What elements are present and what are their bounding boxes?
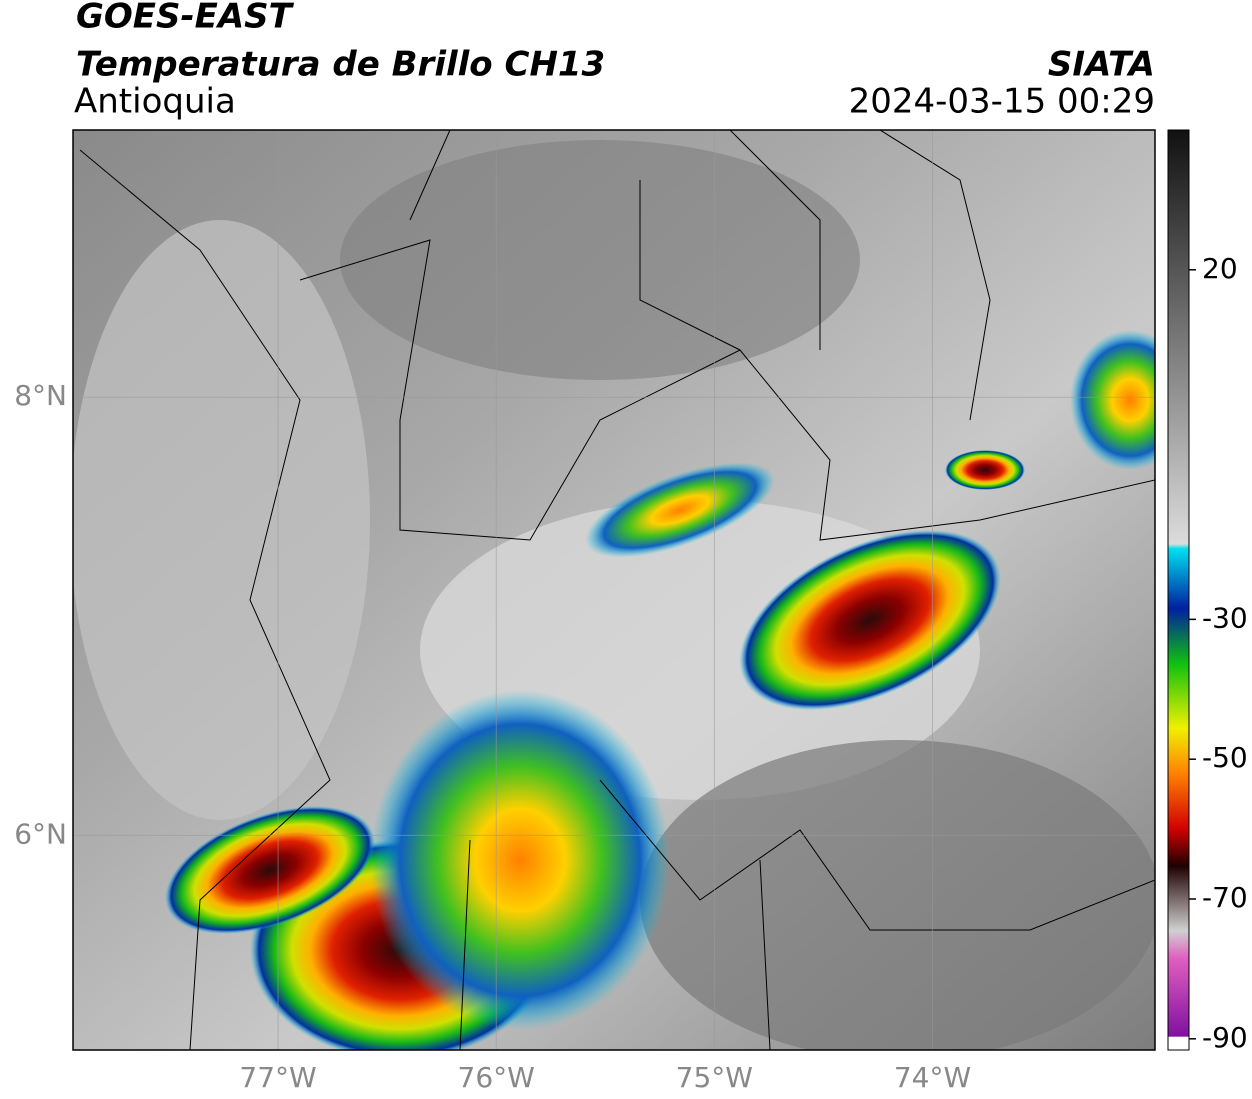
colorbar: [1167, 129, 1190, 1051]
colorbar-tick-label: -70: [1202, 881, 1248, 914]
satellite-title: GOES-EAST: [76, 0, 295, 37]
map-frame: [72, 129, 1156, 1051]
lon-tick-label: 77°W: [239, 1061, 316, 1094]
source-label: SIATA: [1048, 45, 1155, 85]
lat-tick-label: 6°N: [14, 817, 67, 850]
lon-tick-label: 74°W: [894, 1061, 971, 1094]
lon-tick-label: 76°W: [458, 1061, 535, 1094]
lat-tick-label: 8°N: [14, 379, 67, 412]
colorbar-tick-label: -30: [1202, 601, 1248, 634]
region-label: Antioquia: [74, 82, 236, 122]
colorbar-tick-label: -90: [1202, 1021, 1248, 1054]
colorbar-tick-label: 20: [1202, 252, 1238, 285]
graticule: [73, 130, 1155, 1050]
satellite-image: [73, 130, 1155, 1050]
product-title: Temperatura de Brillo CH13: [76, 45, 605, 85]
timestamp: 2024-03-15 00:29: [849, 82, 1155, 122]
lon-tick-label: 75°W: [676, 1061, 753, 1094]
colorbar-tick-label: -50: [1202, 741, 1248, 774]
